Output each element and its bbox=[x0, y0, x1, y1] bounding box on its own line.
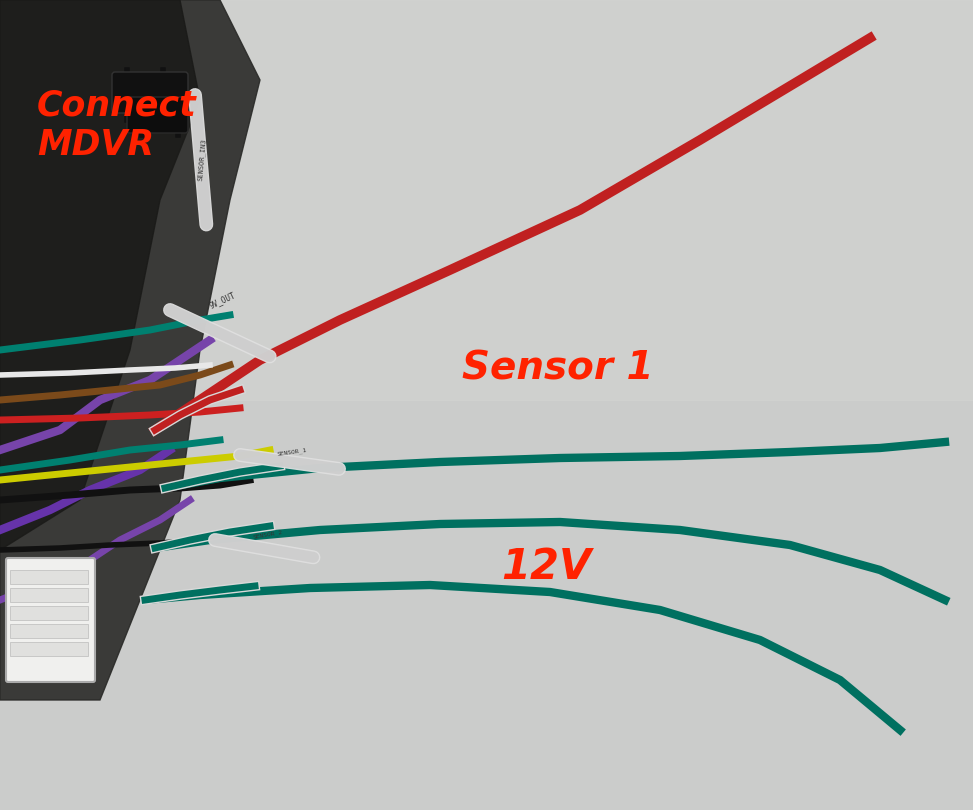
Text: 9V_OUT: 9V_OUT bbox=[207, 290, 236, 310]
Text: SENSOR_1: SENSOR_1 bbox=[276, 447, 307, 457]
Text: SENSOR_IN3: SENSOR_IN3 bbox=[197, 139, 207, 181]
Polygon shape bbox=[0, 0, 260, 700]
Bar bbox=[10, 570, 88, 584]
Text: 12V: 12V bbox=[501, 546, 592, 588]
Bar bbox=[10, 606, 88, 620]
Text: Sensor 1: Sensor 1 bbox=[462, 350, 654, 387]
Ellipse shape bbox=[127, 85, 162, 105]
Text: SENSOR_2: SENSOR_2 bbox=[253, 530, 283, 540]
Text: Connect
MDVR: Connect MDVR bbox=[37, 89, 197, 162]
Bar bbox=[10, 624, 88, 638]
Polygon shape bbox=[0, 0, 200, 550]
FancyBboxPatch shape bbox=[112, 72, 188, 113]
Bar bbox=[10, 642, 88, 656]
Bar bbox=[10, 588, 88, 602]
FancyBboxPatch shape bbox=[6, 558, 95, 682]
FancyBboxPatch shape bbox=[127, 97, 188, 133]
Bar bbox=[0, 0, 973, 400]
Ellipse shape bbox=[142, 100, 177, 120]
